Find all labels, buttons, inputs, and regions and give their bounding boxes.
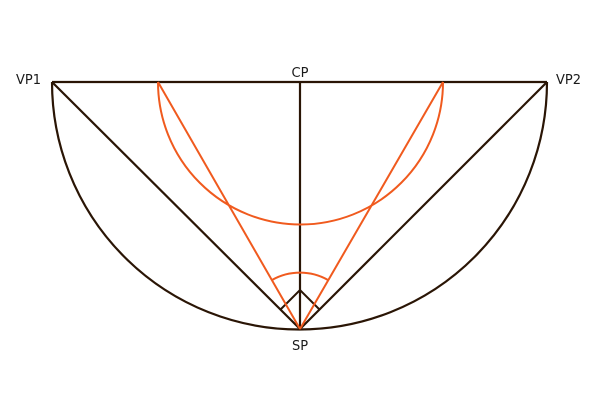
right-measuring-line: [299, 81, 444, 330]
left-measuring-line: [157, 81, 301, 330]
angle-arc-marker: [271, 271, 329, 281]
vp2-sight-line: [299, 81, 548, 330]
cp-label: CP: [292, 66, 309, 81]
vp1-sight-line: [51, 81, 301, 330]
vp1-label: VP1: [16, 73, 41, 88]
right-angle-marker: [280, 288, 320, 310]
sp-label: SP: [292, 339, 308, 354]
vp2-label: VP2: [556, 73, 581, 88]
measuring-semicircle: [157, 81, 444, 226]
